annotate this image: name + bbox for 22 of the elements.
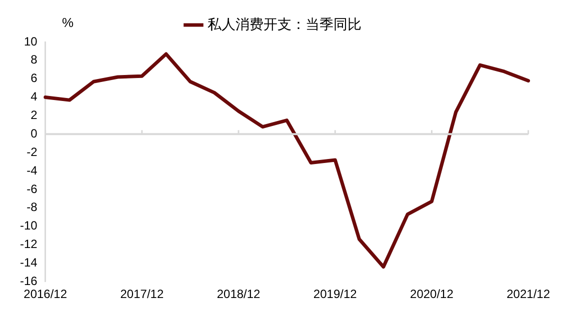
x-tick-label: 2016/12 (24, 287, 68, 302)
y-tick-label: -10 (20, 218, 38, 233)
x-tick-label: 2017/12 (120, 287, 164, 302)
y-tick-label: 4 (30, 90, 38, 104)
y-tick-label: -12 (20, 237, 38, 252)
y-tick-label: -6 (26, 182, 38, 196)
y-tick-label: -8 (26, 200, 38, 214)
y-tick-label: 2 (30, 108, 38, 122)
y-tick-label: -2 (26, 144, 38, 159)
x-tick-label: 2021/12 (506, 287, 550, 302)
y-tick-label: 6 (30, 71, 38, 86)
y-tick-label: 8 (30, 52, 38, 67)
x-tick-label: 2018/12 (216, 287, 261, 302)
y-tick-label: -14 (20, 255, 38, 270)
x-tick-label: 2020/12 (410, 287, 454, 302)
y-tick-label: -4 (26, 163, 38, 178)
x-tick-label: 2019/12 (313, 287, 358, 302)
legend-label: 私人消费开支：当季同比 (208, 16, 362, 32)
y-tick-label: 0 (30, 126, 38, 140)
y-tick-label: -16 (20, 274, 38, 288)
y-tick-label: 10 (24, 34, 38, 48)
y-axis-title: % (62, 15, 74, 30)
